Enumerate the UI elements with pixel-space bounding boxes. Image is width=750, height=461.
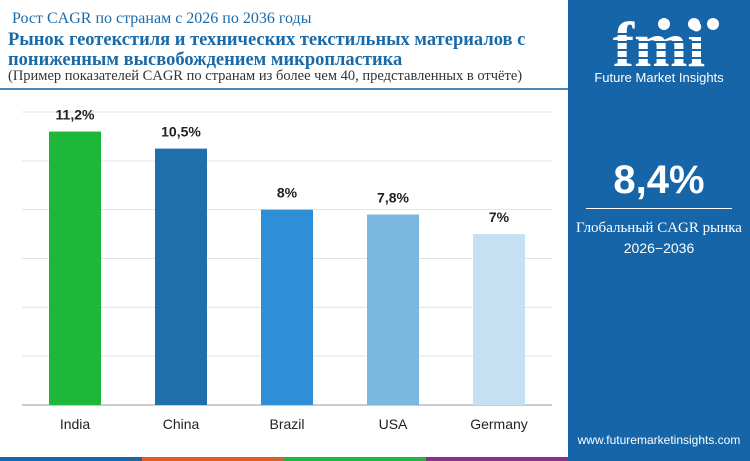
bar-chart: 11,2% India 10,5% China 8% Brazil 7,8% USA 7% Ger… — [22, 107, 552, 432]
global-cagr-value: 8,4% — [613, 158, 705, 202]
bar-china — [155, 148, 207, 405]
summary-panel: fmi Future Market Insights 8,4% Глобальн… — [568, 0, 750, 461]
global-cagr-label: Глобальный CAGR рынка — [576, 220, 742, 236]
x-tick-label: Brazil — [269, 416, 304, 432]
fmi-logo: fmi — [598, 10, 720, 70]
website-link[interactable]: www.futuremarketinsights.com — [577, 433, 741, 447]
data-label: 7% — [489, 209, 510, 225]
chart-note: (Пример показателей CAGR по странам из б… — [8, 68, 523, 84]
x-tick-label: India — [60, 416, 91, 432]
data-label: 7,8% — [377, 190, 409, 206]
chart-subtitle: Рост CAGR по странам с 2026 по 2036 годы — [12, 10, 312, 27]
color-strip — [0, 457, 568, 461]
brand-name: Future Market Insights — [594, 70, 724, 85]
chart-area: Рост CAGR по странам с 2026 по 2036 годы… — [0, 10, 568, 461]
bar-brazil — [261, 209, 313, 405]
x-tick-label: USA — [379, 416, 408, 432]
chart-title: Рынок геотекстиля и технических текстиль… — [8, 30, 526, 70]
data-label: 8% — [277, 185, 298, 201]
divider — [0, 88, 568, 90]
period: 2026−2036 — [623, 240, 695, 256]
bar-germany — [473, 234, 525, 405]
data-label: 10,5% — [161, 124, 201, 140]
bar-usa — [367, 214, 419, 405]
data-label: 11,2% — [56, 107, 95, 123]
x-tick-label: China — [163, 416, 200, 432]
bar-india — [49, 131, 101, 405]
divider — [586, 208, 732, 209]
x-tick-label: Germany — [470, 416, 528, 432]
